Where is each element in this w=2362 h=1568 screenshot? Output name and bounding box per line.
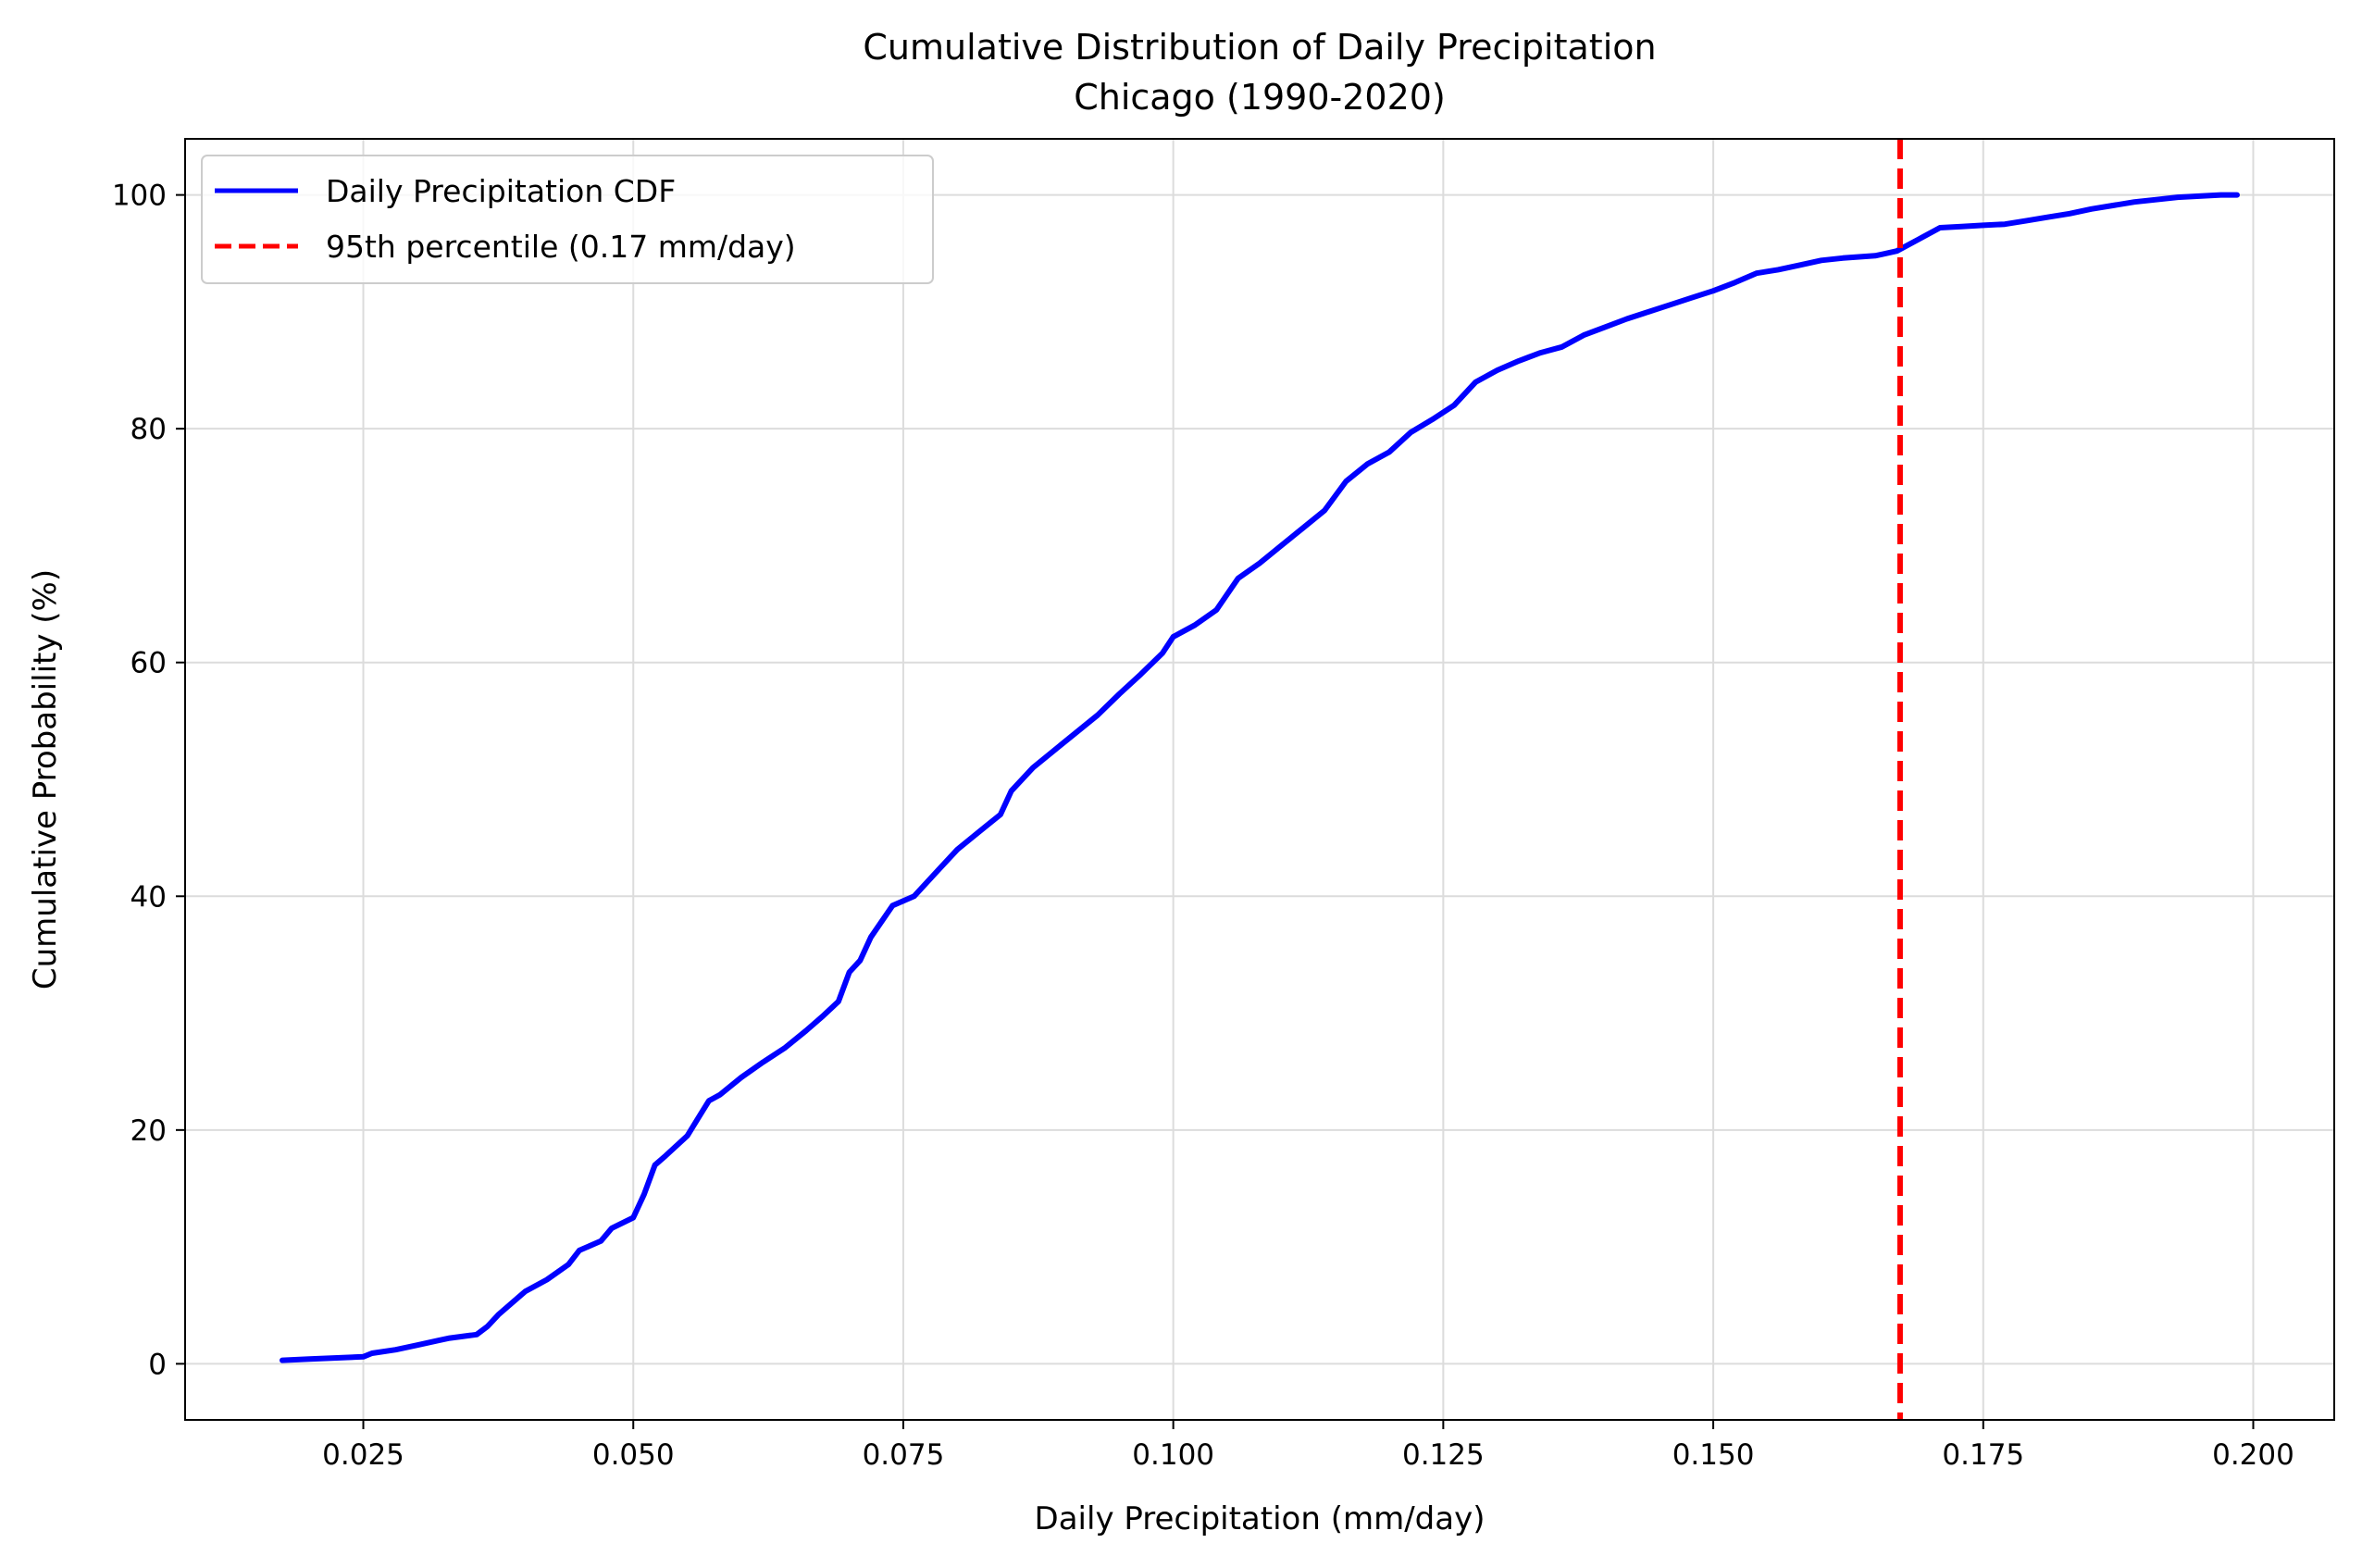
y-tick-label: 60: [131, 647, 167, 680]
chart-title: Cumulative Distribution of Daily Precipi…: [863, 27, 1656, 68]
series-layer: [280, 139, 2240, 1420]
cdf-series-line: [280, 192, 2240, 1363]
legend-label-percentile: 95th percentile (0.17 mm/day): [326, 229, 796, 265]
x-tick-label: 0.100: [1132, 1438, 1214, 1472]
y-axis-label: Cumulative Probability (%): [27, 569, 64, 989]
x-axis-label: Daily Precipitation (mm/day): [1035, 1500, 1486, 1537]
y-tick-label: 0: [148, 1348, 167, 1381]
x-tick-label: 0.025: [322, 1438, 404, 1472]
x-tick-label: 0.050: [592, 1438, 675, 1472]
chart-subtitle: Chicago (1990-2020): [1074, 77, 1446, 118]
x-tick-label: 0.125: [1402, 1438, 1485, 1472]
plot-area-frame: [184, 138, 2335, 1421]
x-tick-label: 0.175: [1942, 1438, 2024, 1472]
y-tick-label: 20: [131, 1114, 167, 1148]
legend-label-cdf: Daily Precipitation CDF: [326, 173, 676, 209]
legend-box: [201, 155, 934, 284]
grid: [185, 139, 2334, 1420]
x-tick-label: 0.200: [2212, 1438, 2294, 1472]
y-tick-label: 80: [131, 413, 167, 446]
y-tick-label: 100: [112, 180, 167, 213]
x-tick-label: 0.150: [1672, 1438, 1755, 1472]
axis-ticks: 0.025 0.050 0.075 0.100 0.125 0.150 0.175 0.200…: [112, 180, 2294, 1472]
x-tick-label: 0.075: [863, 1438, 945, 1472]
y-tick-label: 40: [131, 880, 167, 914]
legend: Daily Precipitation CDF 95th percentile …: [201, 155, 934, 284]
